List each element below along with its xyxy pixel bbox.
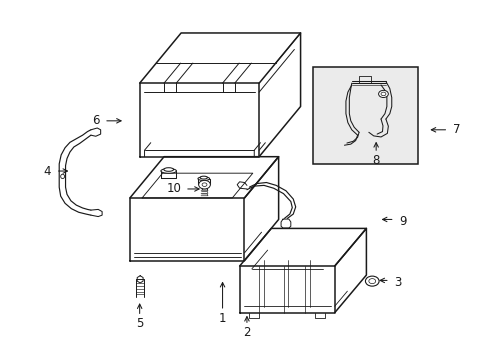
Text: 7: 7	[452, 123, 459, 136]
Circle shape	[202, 183, 206, 186]
Ellipse shape	[163, 168, 173, 171]
Ellipse shape	[198, 177, 209, 180]
Text: 9: 9	[398, 215, 406, 228]
Bar	[312, 67, 417, 164]
Circle shape	[198, 180, 210, 189]
Circle shape	[365, 276, 378, 286]
Text: 5: 5	[136, 317, 143, 330]
Text: 10: 10	[166, 183, 181, 195]
Text: 3: 3	[394, 276, 401, 289]
Ellipse shape	[61, 174, 64, 179]
Ellipse shape	[200, 176, 207, 179]
Ellipse shape	[161, 168, 176, 173]
Circle shape	[380, 92, 385, 96]
Circle shape	[368, 279, 375, 284]
Text: 2: 2	[243, 326, 250, 339]
Text: 1: 1	[218, 311, 226, 325]
Circle shape	[378, 90, 387, 98]
Text: 8: 8	[372, 154, 379, 167]
Text: 4: 4	[43, 165, 51, 177]
Text: 6: 6	[92, 114, 100, 127]
